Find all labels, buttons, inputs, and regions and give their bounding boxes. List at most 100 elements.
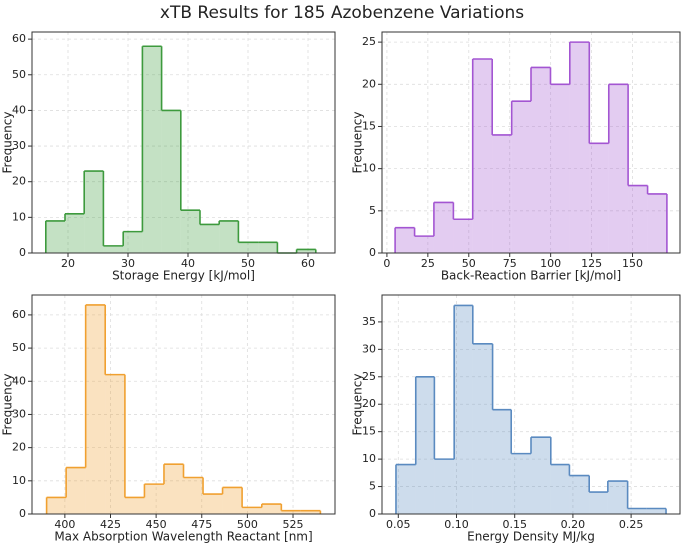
bar <box>105 374 125 514</box>
bar <box>300 510 321 514</box>
bar <box>258 242 278 253</box>
bar <box>415 376 435 514</box>
x-axis-label: Storage Energy [kJ/mol] <box>112 269 255 283</box>
bar <box>65 213 85 253</box>
bar <box>161 110 181 253</box>
x-tick-label: 0.20 <box>561 518 586 531</box>
x-tick-label: 60 <box>301 257 315 270</box>
bar <box>628 185 648 253</box>
bar <box>589 143 609 253</box>
bar <box>414 236 434 253</box>
bar <box>296 249 316 253</box>
x-tick-label: 20 <box>61 257 75 270</box>
bar <box>142 46 162 254</box>
y-tick-label: 50 <box>12 68 26 81</box>
y-tick-label: 20 <box>12 441 26 454</box>
bar <box>219 220 239 253</box>
y-tick-label: 20 <box>12 175 26 188</box>
bar <box>238 242 259 253</box>
bar <box>222 487 243 514</box>
bar <box>647 193 667 253</box>
bar <box>472 343 493 514</box>
x-tick-label: 75 <box>503 257 517 270</box>
y-tick-label: 25 <box>362 35 376 48</box>
x-tick-label: 0.10 <box>444 518 469 531</box>
bar <box>646 508 667 514</box>
x-tick-label: 30 <box>121 257 135 270</box>
y-tick-label: 50 <box>12 341 26 354</box>
y-tick-label: 10 <box>362 452 376 465</box>
x-tick-label: 100 <box>540 257 561 270</box>
y-tick-label: 5 <box>369 480 376 493</box>
bar <box>492 134 512 253</box>
x-tick-label: 150 <box>622 257 643 270</box>
x-tick-label: 125 <box>581 257 602 270</box>
bar <box>434 459 455 514</box>
bar <box>569 42 590 254</box>
bar <box>180 210 200 253</box>
y-tick-label: 30 <box>362 342 376 355</box>
y-tick-label: 35 <box>362 315 376 328</box>
y-tick-label: 0 <box>19 507 26 520</box>
y-tick-label: 10 <box>362 162 376 175</box>
bar <box>511 453 531 514</box>
bar <box>453 219 473 253</box>
y-tick-label: 0 <box>369 246 376 259</box>
bar <box>472 58 493 253</box>
y-tick-label: 15 <box>362 119 376 132</box>
bar <box>550 84 570 254</box>
x-tick-label: 400 <box>54 518 75 531</box>
x-tick-label: 450 <box>146 518 167 531</box>
x-tick-label: 0.15 <box>502 518 527 531</box>
y-tick-label: 20 <box>362 397 376 410</box>
y-axis-label: Frequency <box>1 112 15 174</box>
bar <box>242 507 262 514</box>
y-tick-label: 30 <box>12 407 26 420</box>
bar <box>511 101 531 253</box>
y-tick-label: 10 <box>12 474 26 487</box>
x-tick-label: 50 <box>241 257 255 270</box>
x-tick-label: 25 <box>421 257 435 270</box>
bar <box>103 245 124 253</box>
bar <box>84 171 104 253</box>
bar <box>550 464 570 514</box>
x-tick-label: 0.25 <box>619 518 644 531</box>
bar <box>46 497 67 514</box>
y-tick-label: 10 <box>12 210 26 223</box>
x-tick-label: 425 <box>100 518 121 531</box>
bar <box>144 484 164 514</box>
x-tick-label: 525 <box>283 518 304 531</box>
axes-frame <box>31 31 336 254</box>
axes-frame <box>31 294 336 515</box>
y-tick-label: 15 <box>362 425 376 438</box>
axes-frame <box>381 31 681 254</box>
bar <box>589 492 608 514</box>
x-tick-label: 500 <box>237 518 258 531</box>
bar <box>433 202 454 253</box>
y-tick-label: 60 <box>12 32 26 45</box>
bar <box>531 437 551 514</box>
bar <box>123 231 143 253</box>
x-tick-label: 475 <box>191 518 212 531</box>
y-tick-label: 40 <box>12 374 26 387</box>
bar <box>183 477 204 514</box>
y-axis-label: Frequency <box>351 374 365 436</box>
bar <box>395 464 416 514</box>
x-tick-label: 0.05 <box>386 518 411 531</box>
axes-frame <box>381 294 681 515</box>
bar <box>395 227 415 253</box>
bar <box>163 464 184 514</box>
y-tick-label: 25 <box>362 370 376 383</box>
y-tick-label: 40 <box>12 103 26 116</box>
x-axis-label: Energy Density MJ/kg <box>467 530 595 544</box>
bar <box>200 224 220 253</box>
y-axis-label: Frequency <box>1 374 15 436</box>
x-tick-label: 50 <box>462 257 476 270</box>
bar <box>492 409 512 514</box>
y-tick-label: 5 <box>369 204 376 217</box>
y-axis-label: Frequency <box>351 112 365 174</box>
bar <box>261 504 282 514</box>
y-tick-label: 0 <box>19 246 26 259</box>
bar <box>454 305 473 514</box>
